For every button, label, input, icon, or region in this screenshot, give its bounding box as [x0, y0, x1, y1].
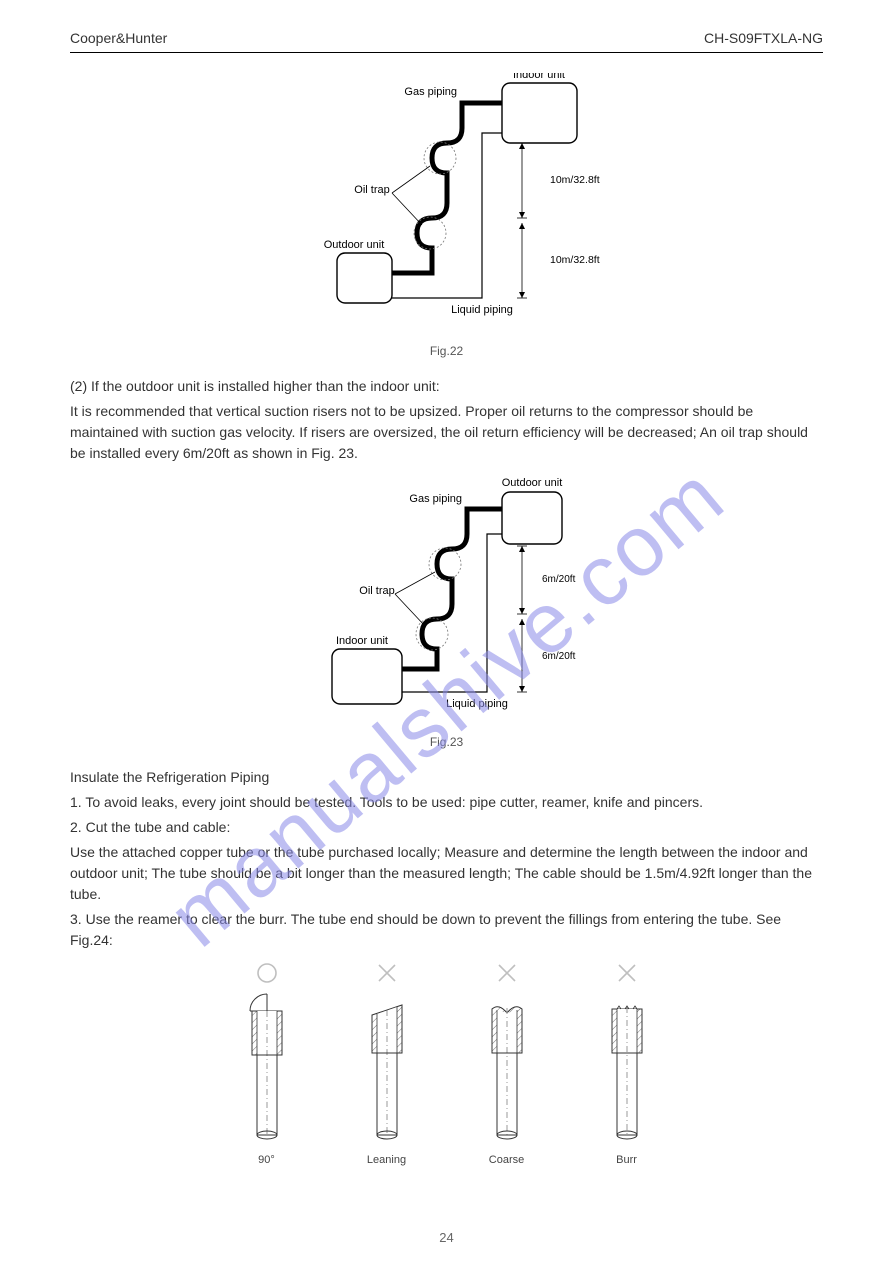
- step1: 1. To avoid leaks, every joint should be…: [70, 792, 823, 813]
- pipe-label-2: Leaning: [367, 1154, 406, 1180]
- figure-22-caption: Fig.22: [70, 344, 823, 358]
- step2a-text: Cut the tube and cable:: [86, 819, 231, 835]
- header-left: Cooper&Hunter: [70, 30, 167, 46]
- section-title: Insulate the Refrigeration Piping: [70, 767, 823, 788]
- pipe-col-4: Burr: [587, 961, 667, 1180]
- page: manualshive.com Cooper&Hunter CH-S09FTXL…: [0, 0, 893, 1285]
- figure-23: Outdoor unit Indoor unit Oil trap 6m/20f…: [70, 474, 823, 749]
- step1-text: To avoid leaks, every joint should be te…: [85, 794, 703, 810]
- svg-text:6m/20ft: 6m/20ft: [542, 651, 576, 662]
- figure-23-svg: Outdoor unit Indoor unit Oil trap 6m/20f…: [277, 474, 617, 724]
- step2b: Use the attached copper tube or the tube…: [70, 842, 823, 905]
- paragraph-1-line-2: It is recommended that vertical suction …: [70, 401, 823, 464]
- figure-22-svg: Indoor unit Outdoor unit Oil trap 10m/32…: [282, 73, 612, 333]
- svg-text:6m/20ft: 6m/20ft: [542, 574, 576, 585]
- paragraph-1-line-1: (2) If the outdoor unit is installed hig…: [70, 376, 823, 397]
- mark-bad-icon-3: [616, 961, 638, 985]
- pipe-svg-1: [232, 993, 302, 1148]
- step3: 3. Use the reamer to clear the burr. The…: [70, 909, 823, 951]
- pipe-col-3: Coarse: [467, 961, 547, 1180]
- pipe-examples: 90° Leaning: [70, 961, 823, 1180]
- page-number: 24: [70, 1230, 823, 1245]
- step2-num: 2.: [70, 819, 82, 835]
- pipe-col-1: 90°: [227, 961, 307, 1180]
- figure-23-caption: Fig.23: [70, 735, 823, 749]
- svg-text:Indoor unit: Indoor unit: [336, 635, 388, 647]
- step3-num: 3.: [70, 911, 82, 927]
- pipe-svg-2: [352, 993, 422, 1148]
- pipe-col-2: Leaning: [347, 961, 427, 1180]
- svg-text:Indoor unit: Indoor unit: [513, 73, 565, 81]
- p1-bullet: (2): [70, 378, 87, 394]
- svg-text:Liquid piping: Liquid piping: [451, 304, 513, 316]
- mark-ok-icon: [256, 961, 278, 985]
- svg-text:10m/32.8ft: 10m/32.8ft: [550, 174, 600, 186]
- svg-text:Outdoor unit: Outdoor unit: [501, 477, 562, 489]
- pipe-label-3: Coarse: [489, 1154, 524, 1180]
- step2a: 2. Cut the tube and cable:: [70, 817, 823, 838]
- pipe-svg-3: [472, 993, 542, 1148]
- mark-bad-icon-2: [496, 961, 518, 985]
- svg-text:Outdoor unit: Outdoor unit: [323, 239, 384, 251]
- pipe-label-4: Burr: [616, 1154, 637, 1180]
- header-right: CH-S09FTXLA-NG: [704, 30, 823, 46]
- step3-text: Use the reamer to clear the burr. The tu…: [70, 911, 781, 948]
- svg-text:Oil trap: Oil trap: [354, 184, 389, 196]
- pipe-label-1: 90°: [258, 1154, 275, 1180]
- mark-bad-icon-1: [376, 961, 398, 985]
- svg-text:Liquid piping: Liquid piping: [446, 698, 508, 710]
- svg-text:Gas piping: Gas piping: [404, 86, 457, 98]
- header-rule: [70, 52, 823, 53]
- p1-l1: If the outdoor unit is installed higher …: [91, 378, 440, 394]
- figure-22: Indoor unit Outdoor unit Oil trap 10m/32…: [70, 73, 823, 358]
- page-header: Cooper&Hunter CH-S09FTXLA-NG: [70, 30, 823, 46]
- svg-text:Oil trap: Oil trap: [359, 585, 394, 597]
- pipe-svg-4: [592, 993, 662, 1148]
- svg-text:Gas piping: Gas piping: [409, 493, 462, 505]
- step1-num: 1.: [70, 794, 82, 810]
- svg-text:10m/32.8ft: 10m/32.8ft: [550, 254, 600, 266]
